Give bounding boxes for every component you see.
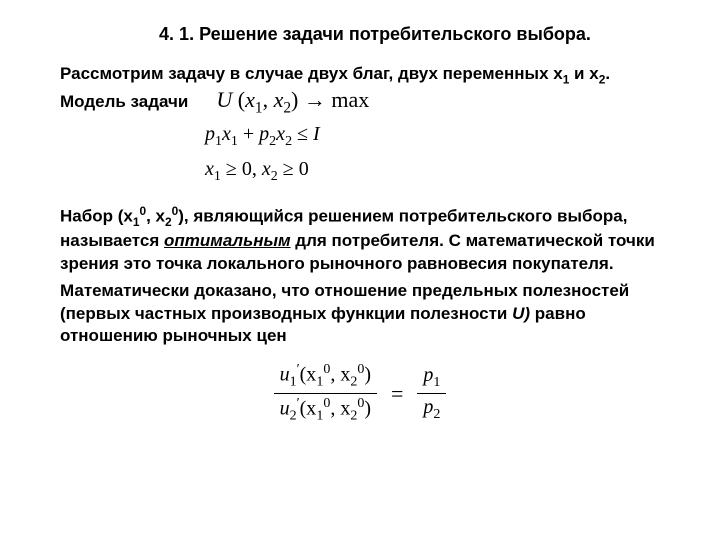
- nabor-s2: 2: [165, 215, 172, 229]
- c1-x2: x: [276, 123, 285, 145]
- c1-xs1: 1: [231, 134, 238, 149]
- obj-U: U: [216, 87, 232, 112]
- obj-s1: 1: [255, 100, 263, 117]
- obj-x1: x: [245, 87, 255, 112]
- args-mid-n: , x: [330, 364, 350, 386]
- ratio-equation: u1′(x10, x20) u2′(x10, x20) = p1 p2: [60, 362, 660, 424]
- p-num: p: [423, 364, 433, 386]
- model-label: Модель задачи: [60, 92, 188, 112]
- c2-ge1: ≥ 0,: [221, 158, 262, 180]
- c2-x2: x: [262, 158, 271, 180]
- obj-open: (: [232, 87, 245, 112]
- c2-s2: 2: [271, 169, 278, 184]
- optimal-word: оптимальным: [164, 231, 291, 250]
- denominator-right: p2: [417, 393, 446, 423]
- args-close-n: ): [364, 364, 371, 386]
- obj-close: ) →: [291, 87, 331, 112]
- left-fraction: u1′(x10, x20) u2′(x10, x20): [274, 362, 377, 424]
- line2a: называется: [60, 231, 164, 250]
- nabor-comma: , x: [146, 206, 165, 225]
- denominator-left: u2′(x10, x20): [274, 393, 377, 425]
- p-den: p: [423, 396, 433, 418]
- args-mid-d: , x: [330, 398, 350, 420]
- c2-s1: 1: [214, 169, 221, 184]
- p2-sub: 2: [433, 407, 440, 422]
- intro-and: и x: [569, 64, 598, 83]
- u2: u: [280, 398, 290, 420]
- constraint-1: p1x1 + p2x2 ≤ I: [205, 118, 660, 153]
- c2-ge2: ≥ 0: [278, 158, 309, 180]
- obj-comma: ,: [263, 87, 274, 112]
- obj-x2: x: [274, 87, 284, 112]
- c1-p2: p: [259, 123, 269, 145]
- c1-xs2: 2: [285, 134, 292, 149]
- constraint-2: x1 ≥ 0, x2 ≥ 0: [205, 153, 660, 188]
- intro-text-1: Рассмотрим задачу в случае двух благ, дв…: [60, 64, 563, 83]
- u1: u: [280, 364, 290, 386]
- c1-plus: +: [238, 123, 259, 145]
- c2-x1: x: [205, 158, 214, 180]
- model-line: Модель задачи U (x1, x2) → max: [60, 87, 660, 117]
- objective-formula: U (x1, x2) → max: [216, 87, 369, 117]
- numerator-right: p1: [417, 364, 446, 393]
- u1-sub: 1: [290, 375, 297, 390]
- obj-max: max: [331, 87, 369, 112]
- intro-paragraph: Рассмотрим задачу в случае двух благ, дв…: [60, 63, 660, 87]
- equals-sign: =: [391, 381, 403, 407]
- nabor-close: ), являющийся решением потребительского …: [178, 206, 627, 225]
- obj-s2: 2: [283, 100, 291, 117]
- line5-u: U): [512, 304, 530, 323]
- args-open-n: (x: [300, 364, 317, 386]
- intro-end: .: [605, 64, 610, 83]
- body-paragraph: Набор (x10, x20), являющийся решением по…: [60, 203, 660, 349]
- c1-s1: 1: [215, 134, 222, 149]
- constraints: p1x1 + p2x2 ≤ I x1 ≥ 0, x2 ≥ 0: [205, 118, 660, 189]
- numerator-left: u1′(x10, x20): [274, 362, 377, 393]
- right-fraction: p1 p2: [417, 364, 446, 423]
- arg1-sub-n: 1: [316, 375, 323, 390]
- p1-sub: 1: [433, 375, 440, 390]
- nabor-start: Набор (x: [60, 206, 133, 225]
- args-close-d: ): [364, 398, 371, 420]
- c1-I: I: [313, 123, 320, 145]
- line2b: для потребителя. С математической: [291, 231, 604, 250]
- args-open-d: (x: [300, 398, 317, 420]
- arg2-sub-n: 2: [350, 375, 357, 390]
- c1-le: ≤: [292, 123, 313, 145]
- u2-sub: 2: [290, 409, 297, 424]
- c1-p1: p: [205, 123, 215, 145]
- c1-x1: x: [222, 123, 231, 145]
- section-title: 4. 1. Решение задачи потребительского вы…: [90, 24, 660, 45]
